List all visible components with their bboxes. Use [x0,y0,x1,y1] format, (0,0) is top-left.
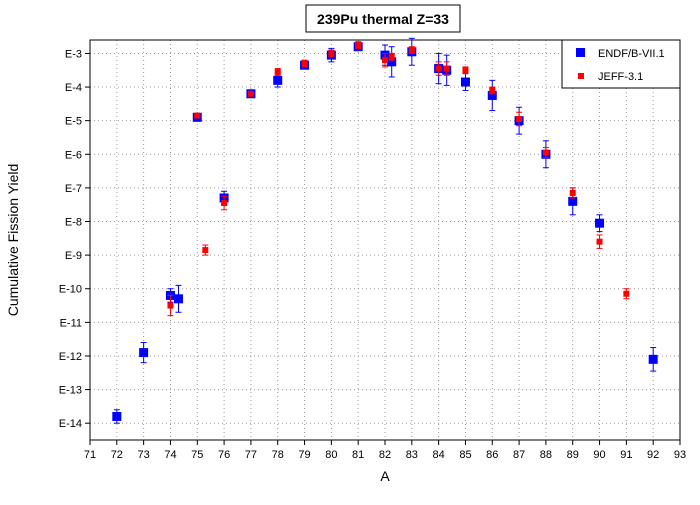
x-tick-label: 81 [352,449,364,461]
data-point [596,238,603,245]
y-tick-label: E-13 [59,385,82,397]
x-tick-label: 78 [272,449,284,461]
data-point [174,294,183,304]
x-tick-label: 75 [191,449,203,461]
data-point [139,348,149,358]
x-tick-label: 91 [620,449,632,461]
x-tick-label: 88 [540,449,552,461]
data-point [487,90,497,100]
axes: 71 72 73 74 75 76 77 78 79 80 81 82 83 84 85 86 87 88 89 90… [59,48,686,461]
data-point [328,50,335,57]
legend-marker-endf [576,48,585,57]
x-tick-label: 82 [379,449,391,461]
title-box: 239Pu thermal Z=33 [305,4,461,33]
x-tick-label: 93 [674,449,686,461]
y-tick-label: E-10 [59,284,82,296]
data-point [355,42,362,49]
data-point [443,65,450,72]
data-point [194,112,201,119]
data-point [568,196,578,206]
x-tick-label: 85 [459,449,471,461]
series [112,37,658,424]
data-point [382,57,388,64]
data-point [623,290,630,297]
data-point [542,149,549,156]
data-point [648,354,658,364]
chart-title: 239Pu thermal Z=33 [317,11,449,27]
data-point [202,247,209,254]
x-tick-label: 73 [138,449,150,461]
y-tick-label: E-5 [65,116,82,128]
legend-label-endf: ENDF/B-VII.1 [598,48,665,60]
x-tick-label: 83 [406,449,418,461]
series-jeff [167,41,630,317]
x-tick-label: 79 [298,449,310,461]
data-point [301,60,308,67]
data-point [569,189,576,196]
data-point [460,77,470,87]
data-point [273,75,283,85]
legend-label-jeff: JEFF-3.1 [598,71,643,83]
y-tick-label: E-8 [65,217,82,229]
grid [90,40,680,440]
legend: ENDF/B-VII.1 JEFF-3.1 [561,39,681,89]
x-tick-label: 72 [111,449,123,461]
y-tick-label: E-3 [65,48,82,60]
title-frame [305,4,461,33]
y-tick-label: E-14 [59,418,82,430]
data-point [221,200,228,207]
x-tick-label: 86 [486,449,498,461]
x-tick-label: 92 [647,449,659,461]
y-axis-label: Cumulative Fission Yield [5,164,21,317]
data-point [435,65,442,72]
x-tick-label: 84 [433,449,445,461]
y-tick-label: E-12 [59,351,82,363]
data-point [462,67,469,74]
data-point [167,302,174,309]
y-tick-label: E-6 [65,149,82,161]
data-point [489,87,496,94]
data-point [595,218,605,228]
x-tick-label: 80 [325,449,337,461]
x-tick-label: 71 [84,449,96,461]
y-tick-label: E-9 [65,250,82,262]
x-tick-label: 87 [513,449,525,461]
y-tick-label: E-11 [60,317,82,329]
y-tick-label: E-4 [65,82,82,94]
data-point [247,90,254,97]
y-tick-label: E-7 [65,183,82,195]
data-point [112,411,122,421]
x-tick-label: 90 [593,449,605,461]
legend-marker-jeff [578,73,584,79]
data-point [388,53,395,60]
data-point [408,47,415,54]
data-point [516,115,523,122]
x-tick-label: 76 [218,449,230,461]
x-axis-label: A [380,468,390,484]
x-tick-label: 77 [245,449,257,461]
x-tick-label: 74 [164,449,176,461]
data-point [387,57,397,67]
x-tick-label: 89 [567,449,579,461]
data-point [274,68,281,75]
